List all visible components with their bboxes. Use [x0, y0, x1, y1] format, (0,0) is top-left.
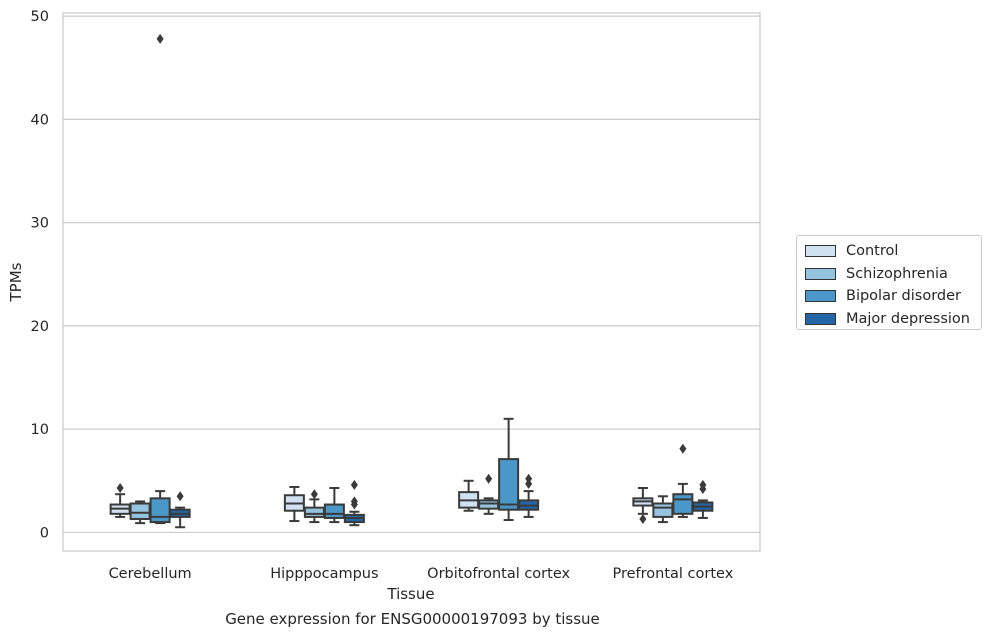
outlier-point: [639, 513, 647, 524]
box-schizophrenia: [129, 500, 151, 525]
gridlines: [63, 15, 760, 534]
box-major-depression: [169, 491, 191, 529]
box-control: [458, 479, 480, 512]
legend-label: Major depression: [846, 310, 970, 327]
legend-swatch: [805, 290, 836, 303]
y-tick-label: 10: [31, 422, 49, 438]
box-major-depression: [343, 479, 365, 527]
outlier-point: [116, 483, 124, 494]
iqr-box: [478, 499, 500, 510]
y-tick-label: 20: [31, 319, 49, 335]
iqr-box: [303, 506, 325, 518]
legend-item: Control: [805, 240, 981, 263]
box-bipolar-disorder: [149, 33, 171, 525]
iqr-box: [498, 458, 520, 511]
legend-label: Bipolar disorder: [846, 288, 961, 305]
box-major-depression: [692, 479, 714, 519]
outlier-point: [525, 473, 533, 484]
legend: Control Schizophrenia Bipolar disorder Majo…: [796, 235, 982, 330]
x-tick-label: Hipppocampus: [270, 566, 378, 582]
legend-item: Major depression: [805, 308, 981, 331]
y-tick-label: 40: [31, 112, 49, 128]
x-tick-label: Cerebellum: [109, 566, 192, 582]
box-bipolar-disorder: [498, 417, 520, 522]
outlier-point: [699, 484, 707, 495]
plot-area: [62, 12, 761, 552]
iqr-box: [149, 497, 171, 524]
outlier-point: [310, 489, 318, 500]
y-tick-label: 50: [31, 9, 49, 25]
iqr-box: [652, 502, 674, 518]
outlier-point: [525, 478, 533, 489]
box-control: [632, 487, 654, 524]
y-axis-label: TPMs: [7, 262, 25, 302]
y-tick-label: 0: [40, 525, 49, 541]
box-major-depression: [518, 473, 540, 518]
outlier-point: [176, 491, 184, 502]
y-tick-labels: 0 10 20 30 40 50: [31, 9, 49, 541]
y-tick-label: 30: [31, 216, 49, 232]
box-bipolar-disorder: [672, 443, 694, 518]
x-tick-label: Prefrontal cortex: [612, 566, 733, 582]
legend-swatch: [805, 267, 836, 280]
outlier-point: [350, 479, 358, 490]
iqr-box: [672, 493, 694, 515]
outlier-point: [679, 443, 687, 454]
legend-item: Bipolar disorder: [805, 285, 981, 308]
legend-swatch: [805, 312, 836, 325]
x-tick-label: Orbitofrontal cortex: [427, 566, 570, 582]
x-tick-labels: Cerebellum Hipppocampus Orbitofrontal cort…: [109, 566, 734, 582]
chart-caption: Gene expression for ENSG00000197093 by t…: [225, 610, 600, 628]
box-schizophrenia: [652, 495, 674, 524]
outlier-point: [156, 33, 164, 44]
boxes-layer: [109, 33, 714, 529]
legend-label: Schizophrenia: [846, 265, 948, 282]
box-control: [283, 485, 305, 523]
outlier-point: [485, 473, 493, 484]
iqr-box: [323, 503, 345, 519]
x-axis-label: Tissue: [386, 585, 434, 603]
legend-item: Schizophrenia: [805, 263, 981, 286]
legend-swatch: [805, 245, 836, 258]
box-bipolar-disorder: [323, 487, 345, 524]
box-schizophrenia: [478, 473, 500, 515]
legend-label: Control: [846, 243, 899, 260]
iqr-box: [129, 502, 151, 520]
outlier-point: [350, 499, 358, 510]
